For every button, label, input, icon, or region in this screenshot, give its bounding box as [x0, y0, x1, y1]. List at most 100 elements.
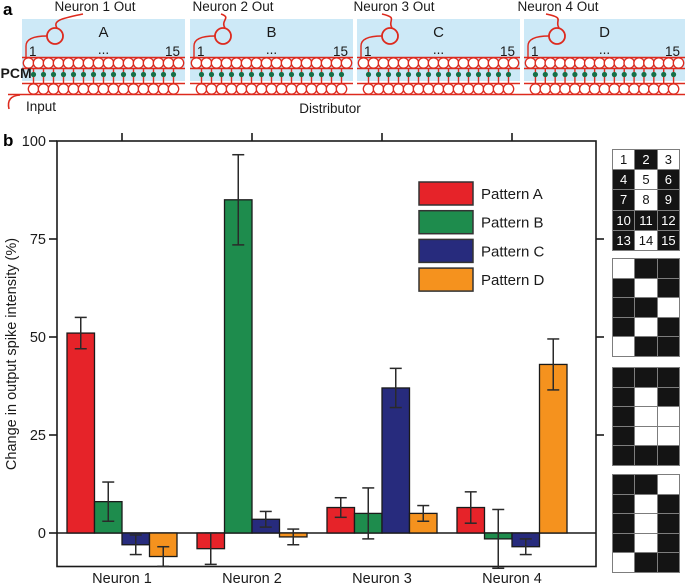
- grid-cell: [635, 475, 657, 494]
- pcm-cell-dot: [495, 71, 502, 78]
- pcm-cell-dot: [611, 71, 617, 78]
- legend-swatch: [418, 238, 474, 264]
- upper-ring-icon: [623, 57, 636, 69]
- upper-ring-icon: [357, 57, 370, 69]
- legend-label: Pattern D: [481, 272, 545, 289]
- grid-cell: [635, 446, 657, 465]
- upper-ring-icon: [437, 57, 450, 69]
- pcm-label: PCM: [1, 65, 32, 81]
- lower-ring-icon: [442, 83, 455, 95]
- lower-ring-icon: [492, 83, 505, 95]
- upper-ring-icon: [230, 57, 243, 69]
- upper-ring-icon: [270, 57, 283, 69]
- grid-cell: 8: [635, 190, 657, 210]
- lower-ring-icon: [147, 83, 160, 95]
- pcm-cell-dot: [465, 71, 472, 78]
- lower-ring-icon: [87, 83, 100, 95]
- grid-cell: [635, 298, 657, 317]
- upper-ring-icon: [92, 57, 105, 69]
- grid-cell: 1: [613, 150, 635, 170]
- upper-ring-icon: [487, 57, 500, 69]
- legend: Pattern A Pattern B Pattern C Pattern D: [418, 181, 545, 292]
- lower-ring-icon: [608, 83, 621, 95]
- grid-cell: [635, 337, 657, 356]
- upper-ring-icon: [427, 57, 440, 69]
- upper-ring-icon: [330, 57, 343, 69]
- legend-swatch: [418, 209, 474, 235]
- pcm-cell-dot: [298, 71, 305, 78]
- category-label: Neuron 1: [92, 571, 152, 586]
- grid-cell: [657, 368, 679, 387]
- lower-ring-icon: [638, 83, 650, 95]
- grid-cell: [635, 407, 657, 426]
- pcm-cell-dot: [592, 71, 598, 78]
- synapse-ellipsis: ...: [266, 42, 277, 57]
- synapse-ellipsis: ...: [599, 42, 610, 57]
- pcm-cell-dot: [455, 71, 462, 78]
- pcm-cell-dot: [505, 71, 512, 78]
- grid-cell: 11: [635, 210, 657, 230]
- grid-cell: 6: [657, 170, 679, 190]
- pcm-cell-dot: [485, 71, 492, 78]
- upper-ring-icon: [340, 57, 353, 69]
- grid-cell: 14: [635, 230, 657, 250]
- grid-cell: [613, 259, 635, 278]
- lower-ring-icon: [325, 83, 338, 95]
- grid-cell: 12: [657, 210, 679, 230]
- pcm-cell-dot: [670, 71, 677, 78]
- pcm-cell-dot: [415, 71, 422, 78]
- upper-ring-icon: [42, 57, 55, 69]
- neuron-out-pointer: [381, 13, 393, 29]
- grid-cell: 4: [613, 170, 635, 190]
- upper-ring-icon: [250, 57, 263, 69]
- lower-ring-icon: [657, 83, 670, 95]
- lower-ring-icon: [667, 83, 680, 95]
- grid-cell: [635, 494, 657, 514]
- upper-ring-icon: [497, 57, 510, 69]
- pcm-cell-dot: [238, 71, 245, 78]
- upper-ring-icon: [290, 57, 303, 69]
- pcm-cell-dot: [110, 71, 117, 78]
- upper-ring-icon: [112, 57, 125, 69]
- lower-ring-icon: [392, 83, 405, 95]
- upper-ring-icon: [310, 57, 323, 69]
- lower-ring-icon: [402, 83, 415, 95]
- lower-ring-icon: [205, 83, 218, 95]
- pattern-grid-1: 1 2 3 4 5 6 7 8 9 10 11 12 13 14 15: [612, 149, 680, 251]
- pcm-cell-dot: [601, 71, 608, 78]
- upper-ring-icon: [467, 57, 480, 69]
- pcm-cell-dot: [30, 71, 37, 78]
- upper-ring-icon: [652, 57, 665, 69]
- lower-ring-icon: [362, 83, 375, 95]
- upper-ring-icon: [554, 57, 566, 69]
- bar-neuron-1-pattern-a: [66, 332, 96, 534]
- upper-ring-icon: [377, 57, 390, 69]
- grid-cell: [657, 387, 679, 407]
- pcm-cell-dot: [140, 71, 147, 78]
- lower-ring-icon: [422, 83, 435, 95]
- grid-cell: [657, 553, 679, 572]
- lower-ring-icon: [285, 83, 298, 95]
- grid-cell: [613, 278, 635, 298]
- pcm-cell-dot: [621, 71, 627, 78]
- pcm-cell-dot: [572, 71, 578, 78]
- pcm-cell-dot: [562, 71, 568, 78]
- pcm-cell-dot: [208, 71, 215, 78]
- grid-cell: 5: [635, 170, 657, 190]
- input-label: Input: [26, 99, 56, 114]
- first-synapse-index: 1: [364, 44, 372, 59]
- pcm-cell-dot: [445, 71, 452, 78]
- grid-cell: [613, 407, 635, 426]
- lower-ring-icon: [305, 83, 318, 95]
- pcm-cell-dot: [661, 71, 667, 78]
- upper-ring-icon: [447, 57, 460, 69]
- pcm-cell-dot: [160, 71, 167, 78]
- lower-ring-icon: [225, 83, 238, 95]
- panel-b-bar-chart: 0 25 50 75 100 Neuron 1 Neuron 2 Neuron 3 Neuron…: [4, 133, 604, 586]
- y-tick-label: 100: [22, 134, 46, 150]
- block-pattern-letter: D: [599, 24, 610, 41]
- lower-ring-icon: [57, 83, 70, 95]
- lower-ring-icon: [235, 83, 248, 95]
- grid-cell: [657, 259, 679, 278]
- bar-neuron-4-pattern-d: [538, 363, 568, 534]
